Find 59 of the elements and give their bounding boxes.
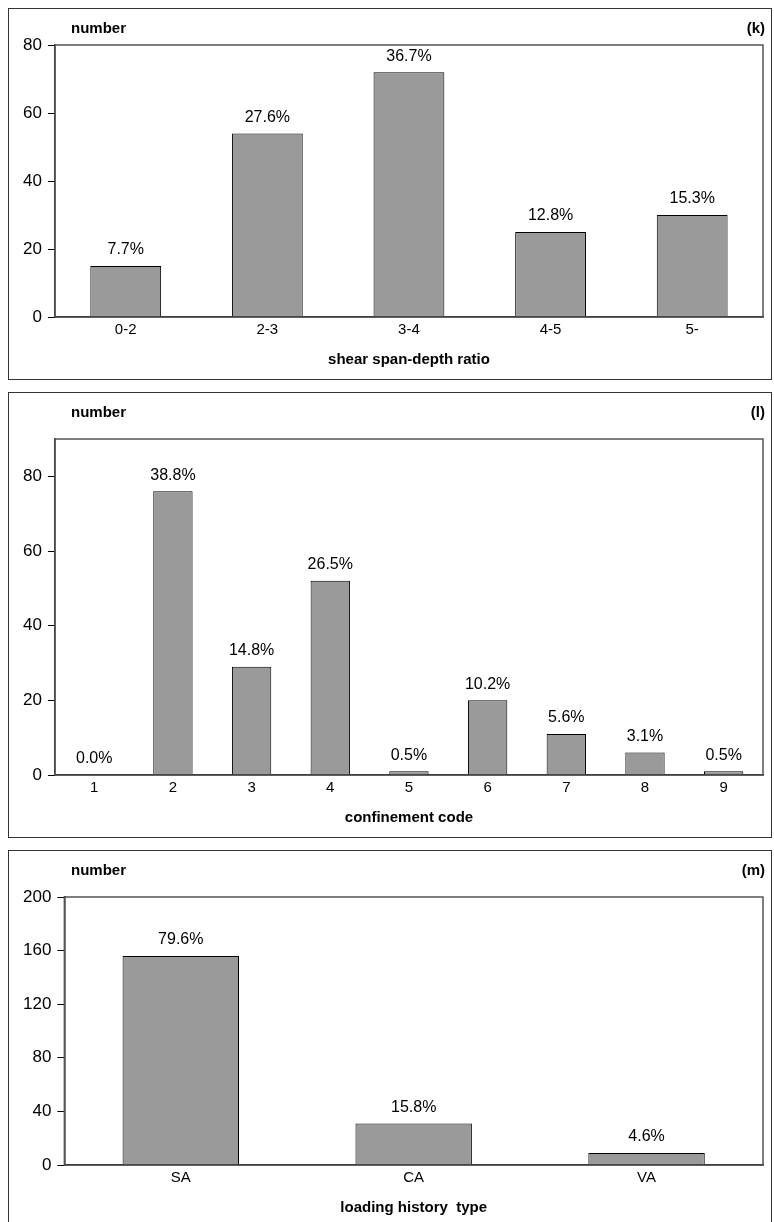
x-tick-label: 5 (404, 778, 414, 796)
annotation: 27.6% (244, 107, 291, 125)
y-axis-title: number (71, 861, 127, 878)
x-tick-label: SA (170, 1168, 191, 1186)
text: (m) (741, 861, 765, 878)
annotation: 15.8% (390, 1097, 437, 1115)
y-tick-label: 60 (22, 540, 42, 560)
y-tick-label: 40 (32, 1101, 52, 1121)
annotation: 7.7% (107, 240, 144, 258)
annotation: 14.8% (228, 641, 275, 659)
text: (k) (746, 19, 765, 36)
x-axis-title: shear span-depth ratio (328, 350, 490, 368)
y-tick-label: 60 (22, 102, 42, 122)
annotation: 0.0% (76, 749, 113, 767)
text: (l) (750, 403, 765, 420)
annotation: 4.6% (628, 1127, 665, 1145)
x-tick-label: 6 (483, 778, 492, 796)
annotation: 0.5% (705, 745, 742, 763)
x-tick-label: 3 (247, 778, 256, 796)
x-tick-label: VA (637, 1168, 657, 1186)
x-axis-title: confinement code (344, 808, 474, 826)
y-tick-label: 80 (22, 34, 42, 54)
annotation: 0.5% (390, 745, 428, 763)
y-tick-label: 200 (22, 886, 52, 906)
x-tick-label: 7 (562, 778, 571, 796)
annotation: 10.2% (464, 674, 511, 692)
x-tick-label: 5- (685, 320, 699, 338)
y-axis-title: number (71, 19, 127, 36)
x-tick-label: 8 (640, 778, 650, 796)
annotation: 38.8% (150, 465, 196, 483)
annotation: 5.6% (548, 708, 585, 726)
y-tick-label: 40 (22, 615, 42, 635)
x-tick-label: 2 (168, 778, 178, 796)
y-tick-label: 40 (22, 170, 42, 190)
x-tick-label: 9 (719, 778, 728, 796)
x-tick-label: 2-3 (256, 320, 279, 338)
y-tick-label: 0 (32, 764, 42, 784)
annotation: 12.8% (527, 206, 574, 224)
x-axis-title: loading history type (340, 1198, 488, 1216)
annotation: 36.7% (386, 46, 432, 64)
x-tick-label: CA (403, 1168, 425, 1186)
y-tick-label: 120 (22, 993, 52, 1013)
x-tick-label: 4-5 (539, 320, 562, 338)
y-tick-label: 20 (22, 238, 42, 258)
x-tick-label: 0-2 (114, 320, 137, 338)
x-tick-label: 3-4 (398, 320, 420, 338)
annotation: 79.6% (158, 930, 204, 948)
y-tick-label: 0 (32, 306, 42, 326)
annotation: 15.3% (669, 189, 715, 207)
y-tick-label: 80 (22, 466, 42, 486)
y-tick-label: 160 (22, 940, 52, 960)
y-tick-label: 20 (22, 690, 42, 710)
annotation: 26.5% (307, 555, 353, 573)
x-tick-label: 4 (326, 778, 335, 796)
y-tick-label: 0 (41, 1154, 52, 1174)
y-axis-title: number (71, 403, 127, 420)
annotation: 3.1% (626, 727, 664, 745)
x-tick-label: 1 (90, 778, 99, 796)
y-tick-label: 80 (32, 1047, 52, 1067)
